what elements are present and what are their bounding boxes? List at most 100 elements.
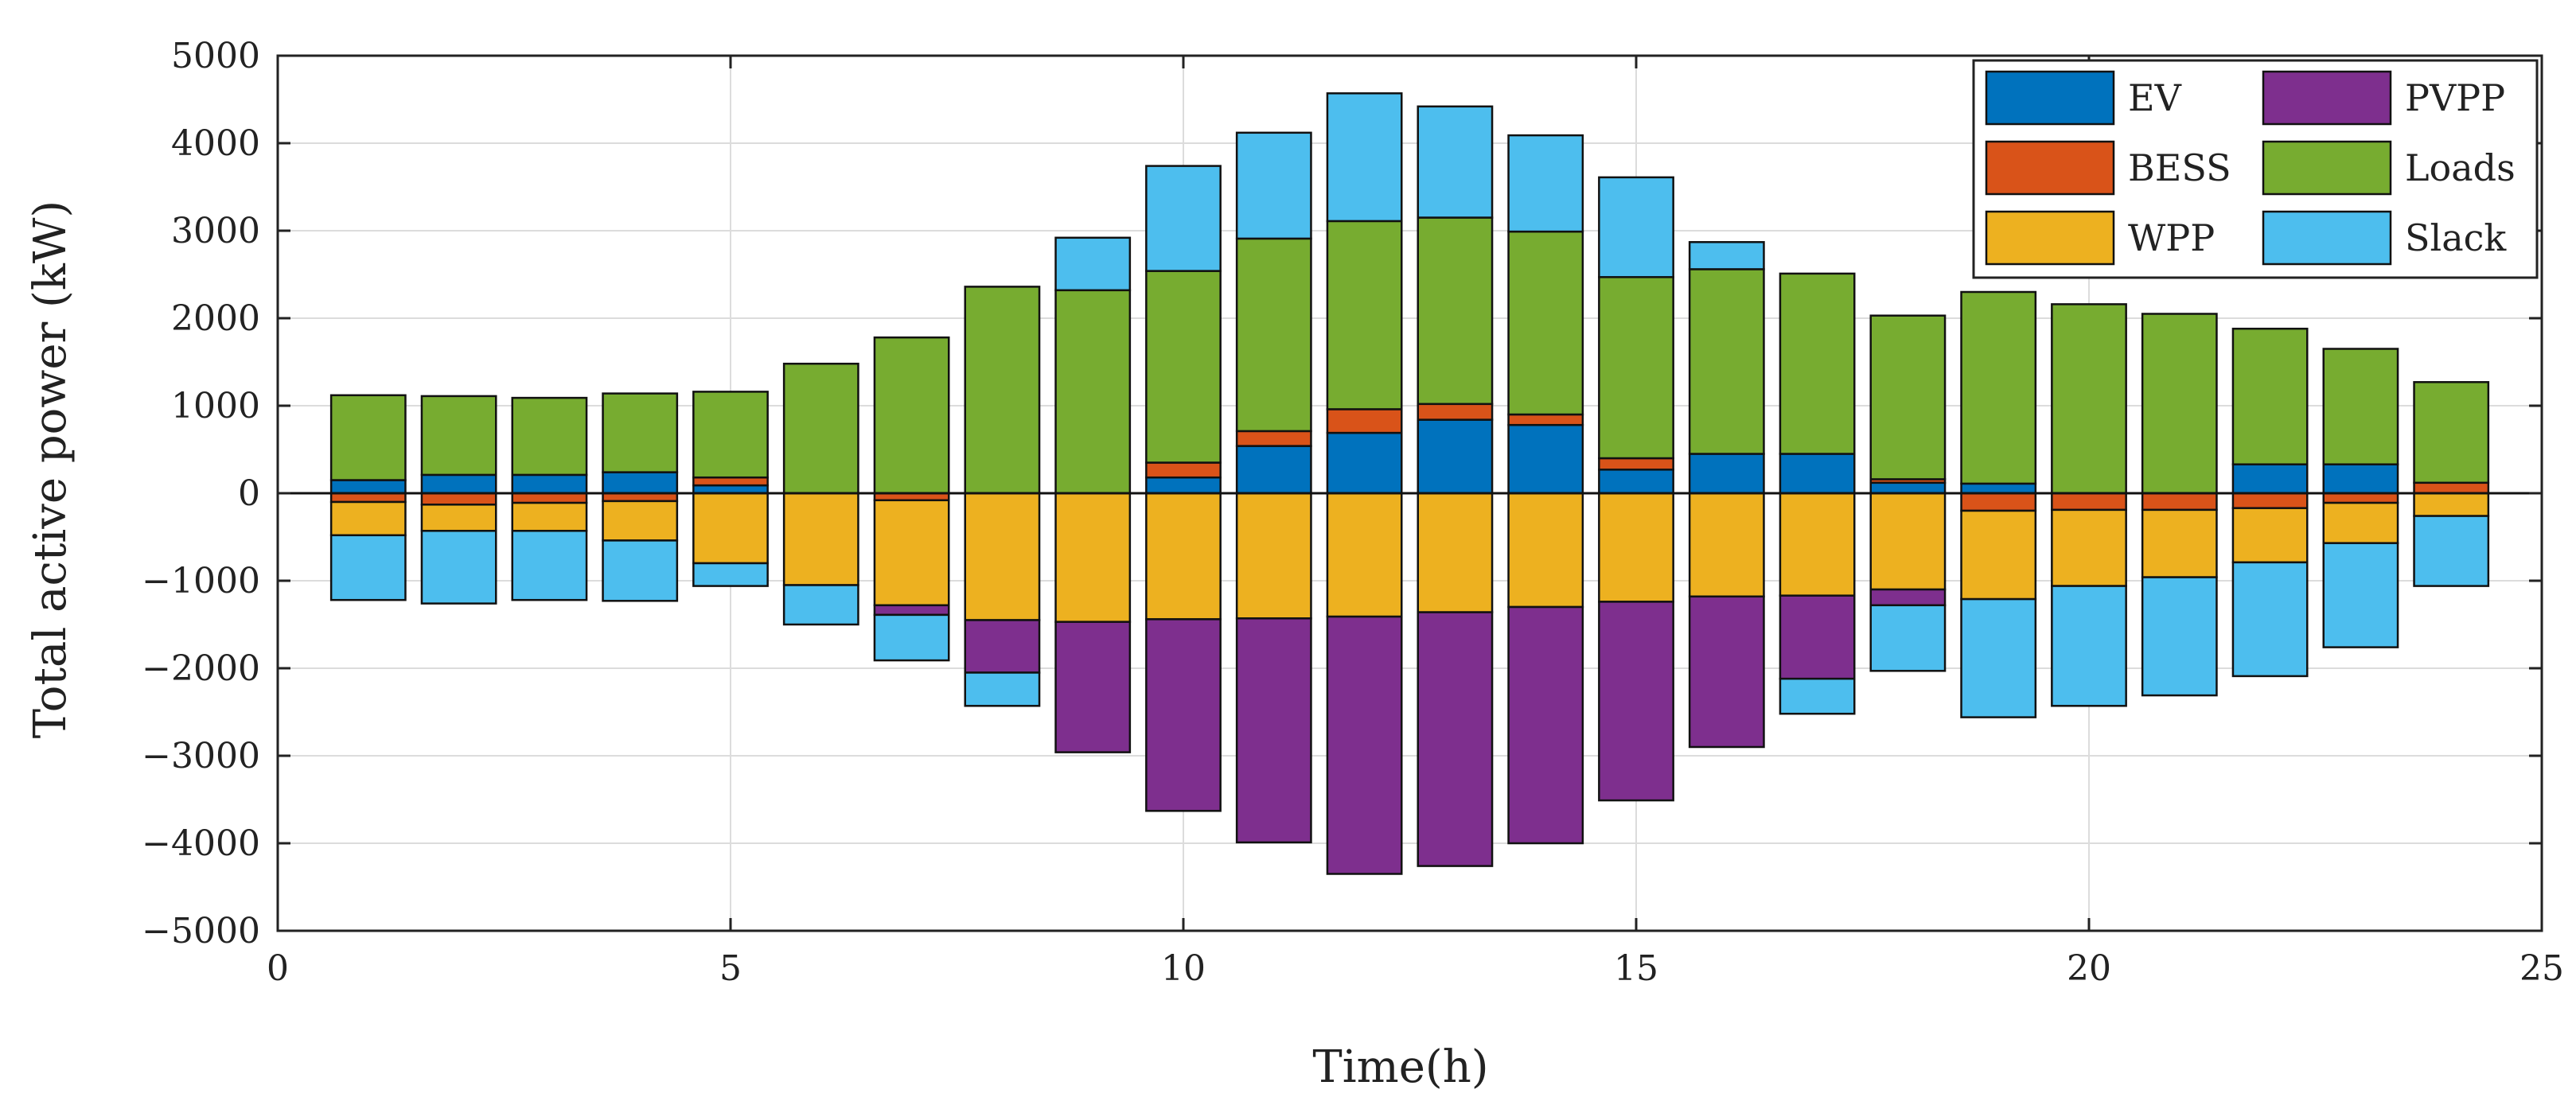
legend-label-bess: BESS <box>2128 146 2231 189</box>
tick-labels: 0 5 10 15 20 25 −5000 −4000 −3000 −2000 −1000 0 1000… <box>142 36 2564 989</box>
bar-bess-h13 <box>1417 403 1494 421</box>
bar-loads-h4 <box>602 392 679 473</box>
bar-slack-h22 <box>2231 561 2309 678</box>
bar-wpp-h8 <box>964 492 1041 621</box>
bar-slack-h16 <box>1688 241 1765 270</box>
bar-wpp-h23 <box>2322 501 2399 544</box>
bar-loads-h22 <box>2231 327 2309 465</box>
bar-pvpp-h15 <box>1598 601 1674 802</box>
bar-slack-h14 <box>1507 134 1584 233</box>
legend-label-slack: Slack <box>2405 216 2507 259</box>
bar-loads-h6 <box>782 362 859 495</box>
bar-ev-h3 <box>511 473 588 495</box>
y-tick-label: 0 <box>238 473 260 514</box>
bar-wpp-h7 <box>873 499 950 607</box>
bar-wpp-h19 <box>1960 509 2037 601</box>
bar-ev-h13 <box>1417 418 1494 495</box>
bar-wpp-h17 <box>1779 492 1856 597</box>
bar-slack-h3 <box>511 530 588 601</box>
bar-pvpp-h7 <box>873 604 950 617</box>
legend: EV BESS WPP PVPP Loads Slack <box>1972 59 2539 279</box>
bar-slack-h23 <box>2322 542 2399 648</box>
bar-loads-h21 <box>2141 313 2218 495</box>
bar-slack-h7 <box>873 613 950 662</box>
bar-loads-h9 <box>1054 289 1132 495</box>
bar-ev-h10 <box>1145 476 1222 495</box>
bar-ev-h1 <box>329 479 407 495</box>
bar-slack-h19 <box>1960 597 2037 718</box>
bar-slack-h5 <box>692 562 769 587</box>
bar-loads-h20 <box>2051 303 2127 495</box>
axes <box>276 54 2543 932</box>
x-tick-label: 15 <box>1614 948 1658 989</box>
y-tick-label: 2000 <box>171 298 260 339</box>
legend-swatch-loads <box>2262 140 2392 196</box>
bar-loads-h10 <box>1145 270 1222 464</box>
bar-wpp-h15 <box>1598 492 1674 603</box>
bar-bess-h21 <box>2141 492 2218 512</box>
bar-wpp-h13 <box>1417 492 1494 613</box>
bar-loads-h19 <box>1960 290 2037 485</box>
bar-slack-h13 <box>1417 105 1494 219</box>
bar-ev-h18 <box>1869 481 1947 495</box>
bar-slack-h18 <box>1869 604 1947 672</box>
bar-slack-h6 <box>782 584 859 626</box>
bar-ev-h15 <box>1598 469 1674 495</box>
bar-bess-h22 <box>2231 492 2309 509</box>
bar-ev-h23 <box>2322 463 2399 495</box>
bar-loads-h15 <box>1598 276 1674 460</box>
bar-pvpp-h17 <box>1779 594 1856 680</box>
x-tick-label: 0 <box>267 948 289 989</box>
bars <box>329 92 2490 875</box>
y-tick-label: −5000 <box>142 911 260 951</box>
bar-slack-h2 <box>420 530 497 605</box>
bar-bess-h12 <box>1326 408 1403 434</box>
legend-swatch-pvpp <box>2262 70 2392 126</box>
bar-loads-h3 <box>511 396 588 477</box>
bar-loads-h13 <box>1417 216 1494 406</box>
bar-bess-h2 <box>420 492 497 506</box>
bar-slack-h8 <box>964 671 1041 707</box>
bar-ev-h17 <box>1779 453 1856 495</box>
bar-wpp-h10 <box>1145 492 1222 621</box>
bar-ev-h12 <box>1326 431 1403 495</box>
bar-ev-h4 <box>602 471 679 495</box>
bar-bess-h20 <box>2051 492 2127 512</box>
bar-slack-h4 <box>602 539 679 602</box>
bar-loads-h7 <box>873 336 950 495</box>
bar-pvpp-h18 <box>1869 588 1947 607</box>
bar-pvpp-h8 <box>964 619 1041 674</box>
bar-loads-h17 <box>1779 272 1856 455</box>
bar-loads-h16 <box>1688 268 1765 455</box>
bar-pvpp-h16 <box>1688 595 1765 749</box>
bar-ev-h19 <box>1960 482 2037 495</box>
y-tick-label: 4000 <box>171 123 260 164</box>
legend-swatch-bess <box>1985 140 2115 196</box>
bar-bess-h11 <box>1235 430 1312 447</box>
bar-slack-h20 <box>2051 585 2127 707</box>
bar-ev-h2 <box>420 473 497 495</box>
bar-pvpp-h9 <box>1054 621 1132 753</box>
bar-wpp-h22 <box>2231 507 2309 564</box>
bar-loads-h12 <box>1326 220 1403 410</box>
bar-wpp-h5 <box>692 492 769 565</box>
y-tick-label: 1000 <box>171 386 260 426</box>
bar-wpp-h21 <box>2141 508 2218 578</box>
y-tick-label: −4000 <box>142 823 260 864</box>
bar-slack-h11 <box>1235 131 1312 240</box>
bar-loads-h2 <box>420 395 497 477</box>
bar-slack-h24 <box>2413 515 2490 587</box>
bar-bess-h15 <box>1598 457 1674 471</box>
bar-bess-h23 <box>2322 492 2399 504</box>
y-axis-label: Total active power (kW) <box>25 200 76 738</box>
bar-ev-h14 <box>1507 423 1584 495</box>
bar-wpp-h24 <box>2413 492 2490 517</box>
bar-loads-h23 <box>2322 348 2399 465</box>
legend-label-wpp: WPP <box>2128 216 2215 259</box>
bar-wpp-h4 <box>602 500 679 542</box>
bar-bess-h5 <box>692 476 769 487</box>
bar-wpp-h16 <box>1688 492 1765 598</box>
y-tick-label: 3000 <box>171 211 260 251</box>
y-tick-label: −2000 <box>142 648 260 689</box>
